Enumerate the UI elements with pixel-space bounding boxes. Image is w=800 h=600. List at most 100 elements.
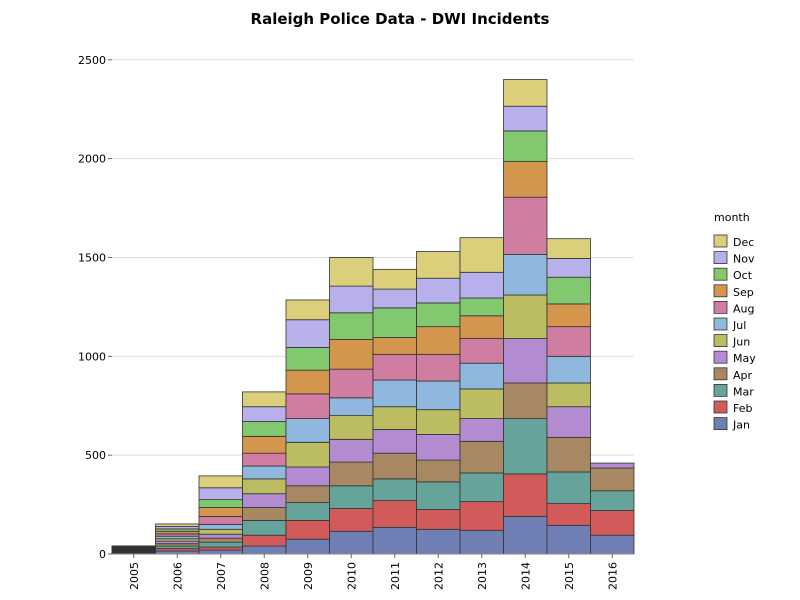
bar-2008-dec	[242, 391, 287, 408]
legend-label-apr: Apr	[733, 369, 753, 382]
y-tick-label: 0	[99, 548, 106, 561]
bar-2009-apr	[285, 485, 330, 503]
bar-2008-nov	[242, 406, 287, 422]
bar-2009-jul	[285, 418, 330, 443]
bar-2015-feb	[546, 503, 591, 526]
bar-2006-dec	[155, 523, 200, 527]
bar-2013-may	[459, 418, 504, 442]
bar-2010-jun	[329, 415, 374, 440]
y-tick-label: 1000	[78, 350, 106, 363]
x-tick-label: 2005	[128, 562, 141, 590]
bar-2007-jan	[198, 549, 243, 555]
bar-2011-jul	[372, 379, 417, 408]
bar-2015-jun	[546, 382, 591, 408]
x-tick-label: 2014	[519, 562, 532, 590]
bar-2015-aug	[546, 326, 591, 357]
bar-2011-aug	[372, 353, 417, 381]
bar-2011-jun	[372, 406, 417, 430]
bar-2008-sep	[242, 435, 287, 454]
bar-2011-jan	[372, 526, 417, 555]
bar-2007-feb	[198, 546, 243, 551]
chart-title: Raleigh Police Data - DWI Incidents	[251, 10, 550, 28]
bar-2009-dec	[285, 299, 330, 321]
legend-swatch-dec	[713, 234, 728, 248]
bar-2014-jan	[503, 516, 548, 555]
bar-2011-feb	[372, 500, 417, 528]
bar-2012-oct	[416, 302, 461, 328]
bar-2008-apr	[242, 507, 287, 521]
bar-2011-nov	[372, 288, 417, 309]
bar-2009-nov	[285, 319, 330, 348]
legend-swatch-jul	[713, 317, 728, 331]
bar-2007-mar	[198, 541, 243, 548]
bar-2008-feb	[242, 534, 287, 547]
bar-2008-aug	[242, 452, 287, 467]
x-tick-label: 2016	[606, 562, 619, 590]
x-axis: 2005 2006 2007 2008 2009 2010 2011 2012 2013 2014…	[112, 553, 634, 590]
bar-2009-sep	[285, 369, 330, 395]
x-tick-label: 2010	[345, 562, 358, 590]
bar-2007-dec	[198, 475, 243, 489]
y-tick-label: 2000	[78, 153, 106, 166]
x-tick-label: 2006	[171, 562, 184, 590]
legend-label-dec: Dec	[733, 236, 754, 249]
bar-2010-aug	[329, 368, 374, 399]
bar-2016-mar	[590, 490, 635, 511]
bar-2008-jul	[242, 465, 287, 480]
bar-2012-dec	[416, 251, 461, 279]
bar-2012-jul	[416, 380, 461, 411]
bar-2013-feb	[459, 501, 504, 531]
bar-2007-sep	[198, 507, 243, 517]
bar-2011-mar	[372, 478, 417, 502]
bar-2010-oct	[329, 312, 374, 340]
legend-label-sep: Sep	[733, 286, 754, 299]
y-tick-label: 500	[85, 449, 106, 462]
bar-2012-apr	[416, 459, 461, 483]
bar-2011-apr	[372, 452, 417, 480]
bar-2015-nov	[546, 258, 591, 278]
legend-swatch-sep	[713, 284, 728, 298]
legend-swatch-apr	[713, 367, 728, 381]
bar-2011-oct	[372, 307, 417, 338]
legend-swatch-oct	[713, 267, 728, 281]
bar-2009-may	[285, 466, 330, 487]
legend-swatch-nov	[713, 251, 728, 265]
bar-2008-jun	[242, 478, 287, 495]
bar-2008-may	[242, 493, 287, 508]
bar-2009-aug	[285, 393, 330, 419]
bar-2015-jul	[546, 355, 591, 384]
bar-2015-jan	[546, 524, 591, 555]
legend-label-may: May	[733, 352, 756, 365]
bar-2014-nov	[503, 105, 548, 132]
legend-label-nov: Nov	[733, 253, 755, 266]
bar-2016-apr	[590, 467, 635, 492]
legend-label-oct: Oct	[733, 269, 753, 282]
bar-2014-jul	[503, 254, 548, 296]
bar-2011-sep	[372, 337, 417, 355]
x-tick-label: 2011	[389, 562, 402, 590]
bar-2009-jan	[285, 538, 330, 555]
bar-2014-jun	[503, 294, 548, 339]
x-tick-label: 2009	[302, 562, 315, 590]
y-axis: 0 500 1000 1500 2000 2500	[78, 54, 112, 561]
x-tick-label: 2013	[476, 562, 489, 590]
bar-2007-nov	[198, 487, 243, 501]
legend-label-mar: Mar	[733, 385, 754, 398]
x-tick-label: 2012	[432, 562, 445, 590]
bar-2014-sep	[503, 161, 548, 198]
bar-2011-dec	[372, 268, 417, 290]
legend-swatch-feb	[713, 400, 728, 414]
bar-2010-apr	[329, 461, 374, 487]
bar-2010-jan	[329, 530, 374, 555]
bar-2010-feb	[329, 508, 374, 532]
bar-2007-aug	[198, 516, 243, 525]
bar-2012-sep	[416, 326, 461, 355]
bar-2010-mar	[329, 485, 374, 509]
bar-2008-jan	[242, 545, 287, 555]
bar-2014-dec	[503, 79, 548, 107]
bar-2012-feb	[416, 509, 461, 530]
legend-label-jul: Jul	[732, 319, 746, 332]
bar-2016-may	[590, 462, 635, 469]
bar-2015-mar	[546, 471, 591, 504]
